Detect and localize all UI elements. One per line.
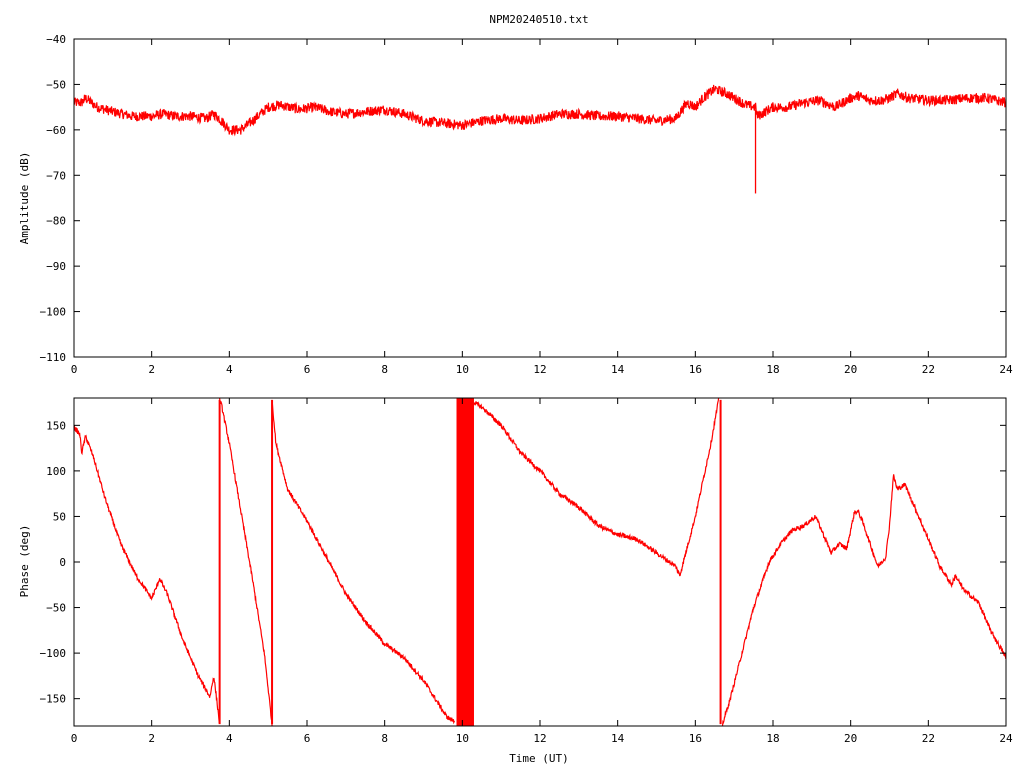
amplitude-panel: Amplitude (dB) 0 2 4 6 8 10 12 14 16 18 20 22 24−110… xyxy=(18,33,1013,376)
amplitude-x-tick-label: 22 xyxy=(922,363,935,376)
phase-x-tick-label: 14 xyxy=(611,732,625,745)
amplitude-x-tick-label: 10 xyxy=(456,363,469,376)
phase-y-tick-label: 50 xyxy=(53,510,66,523)
chart-title: NPM20240510.txt xyxy=(489,13,588,26)
amplitude-x-tick-label: 8 xyxy=(381,363,388,376)
amplitude-x-tick-label: 18 xyxy=(766,363,779,376)
phase-x-tick-label: 24 xyxy=(999,732,1013,745)
phase-y-tick-label: −150 xyxy=(40,693,67,706)
phase-series-line-1 xyxy=(219,398,273,726)
phase-x-tick-label: 22 xyxy=(922,732,935,745)
amplitude-x-tick-label: 6 xyxy=(304,363,311,376)
amplitude-x-tick-label: 16 xyxy=(689,363,702,376)
amplitude-x-tick-label: 20 xyxy=(844,363,857,376)
phase-series-line-2 xyxy=(271,400,456,725)
time-x-axis-label: Time (UT) xyxy=(509,752,569,765)
phase-x-tick-label: 8 xyxy=(381,732,388,745)
amplitude-x-tick-label: 14 xyxy=(611,363,625,376)
phase-x-tick-label: 6 xyxy=(304,732,311,745)
phase-y-tick-label: 100 xyxy=(46,465,66,478)
amplitude-y-tick-label: −100 xyxy=(40,306,67,319)
phase-y-tick-label: 150 xyxy=(46,419,66,432)
amplitude-series-line-0 xyxy=(74,84,1006,137)
phase-x-tick-label: 2 xyxy=(148,732,155,745)
phase-x-tick-label: 12 xyxy=(533,732,546,745)
phase-phase-noise-band-0 xyxy=(456,398,474,726)
amplitude-y-tick-label: −50 xyxy=(46,78,66,91)
amplitude-x-tick-label: 24 xyxy=(999,363,1013,376)
phase-plot-frame xyxy=(73,397,1007,727)
phase-x-tick-label: 20 xyxy=(844,732,857,745)
amplitude-x-tick-label: 12 xyxy=(533,363,546,376)
amplitude-y-tick-label: −80 xyxy=(46,215,66,228)
phase-x-tick-label: 10 xyxy=(456,732,469,745)
phase-series-line-0 xyxy=(74,425,220,724)
amplitude-y-tick-label: −60 xyxy=(46,124,66,137)
phase-x-tick-label: 4 xyxy=(226,732,233,745)
phase-y-axis-label: Phase (deg) xyxy=(18,525,31,598)
phase-series-line-4 xyxy=(679,398,720,577)
phase-x-tick-label: 18 xyxy=(766,732,779,745)
amplitude-y-axis-label: Amplitude (dB) xyxy=(18,152,31,245)
amplitude-y-tick-label: −110 xyxy=(40,351,67,364)
phase-series-line-3 xyxy=(473,401,681,577)
amplitude-x-tick-label: 4 xyxy=(226,363,233,376)
phase-series xyxy=(74,398,1006,726)
phase-panel: Phase (deg) Time (UT) 0 2 4 6 8 10 12 14 16 18 20 2… xyxy=(18,397,1013,765)
amplitude-plot-frame xyxy=(73,38,1007,358)
amplitude-series xyxy=(74,84,1006,194)
amplitude-x-tick-label: 0 xyxy=(71,363,78,376)
amplitude-y-tick-label: −70 xyxy=(46,169,66,182)
phase-y-tick-label: 0 xyxy=(59,556,66,569)
amplitude-y-tick-label: −40 xyxy=(46,33,66,46)
phase-y-tick-label: −100 xyxy=(40,647,67,660)
amplitude-y-tick-label: −90 xyxy=(46,260,66,273)
phase-x-tick-label: 16 xyxy=(689,732,702,745)
phase-x-tick-label: 0 xyxy=(71,732,78,745)
amplitude-x-tick-label: 2 xyxy=(148,363,155,376)
phase-y-tick-label: −50 xyxy=(46,602,66,615)
phase-series-line-5 xyxy=(721,474,1006,726)
